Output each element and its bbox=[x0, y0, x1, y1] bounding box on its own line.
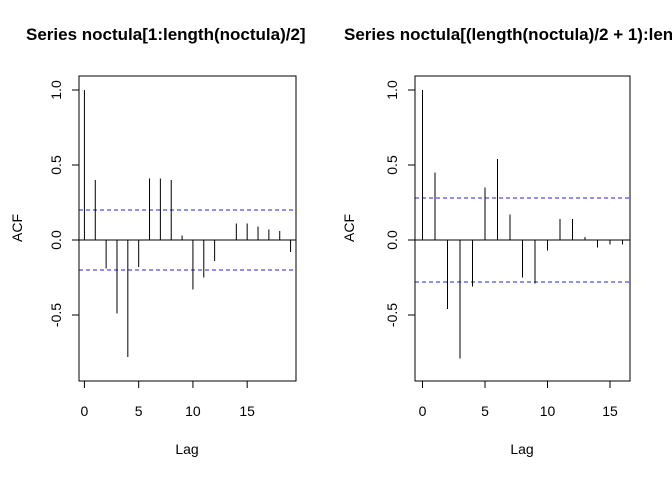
y-tick-label: -0.5 bbox=[48, 303, 64, 327]
x-tick-label: 10 bbox=[185, 403, 201, 419]
y-tick-label: 0.5 bbox=[384, 155, 400, 175]
y-tick-label: 0.0 bbox=[48, 230, 64, 250]
x-axis-label: Lag bbox=[510, 441, 533, 457]
acf-panel-first-half: Series noctula[1:length(noctula)/2] 0 5 10… bbox=[9, 25, 306, 457]
x-tick-label: 15 bbox=[602, 403, 618, 419]
y-tick-label: -0.5 bbox=[384, 303, 400, 327]
y-axis-label: ACF bbox=[9, 214, 25, 242]
chart-title: Series noctula[1:length(noctula)/2] bbox=[26, 25, 306, 44]
x-axis: 0 5 10 15 bbox=[419, 380, 618, 419]
acf-bars bbox=[422, 90, 623, 359]
x-tick-label: 5 bbox=[135, 403, 143, 419]
confidence-bounds bbox=[79, 209, 296, 271]
x-tick-label: 15 bbox=[239, 403, 255, 419]
x-tick-label: 10 bbox=[540, 403, 556, 419]
plot-frame bbox=[414, 75, 631, 382]
y-axis: -0.5 0.0 0.5 1.0 bbox=[384, 80, 416, 327]
x-axis-label: Lag bbox=[175, 441, 198, 457]
acf-bars bbox=[83, 90, 292, 357]
x-tick-label: 0 bbox=[419, 403, 427, 419]
confidence-bounds bbox=[415, 197, 630, 283]
y-axis: -0.5 0.0 0.5 1.0 bbox=[48, 80, 80, 327]
y-tick-label: 0.0 bbox=[384, 230, 400, 250]
y-tick-label: 1.0 bbox=[48, 80, 64, 100]
y-axis-label: ACF bbox=[341, 214, 357, 242]
x-tick-label: 5 bbox=[481, 403, 489, 419]
plot-frame bbox=[78, 75, 297, 382]
chart-title: Series noctula[(length(noctula)/2 + 1):l… bbox=[344, 25, 672, 44]
y-tick-label: 0.5 bbox=[48, 155, 64, 175]
x-axis: 0 5 10 15 bbox=[81, 380, 255, 419]
x-tick-label: 0 bbox=[81, 403, 89, 419]
acf-panel-second-half: Series noctula[(length(noctula)/2 + 1):l… bbox=[341, 25, 672, 457]
y-tick-label: 1.0 bbox=[384, 80, 400, 100]
